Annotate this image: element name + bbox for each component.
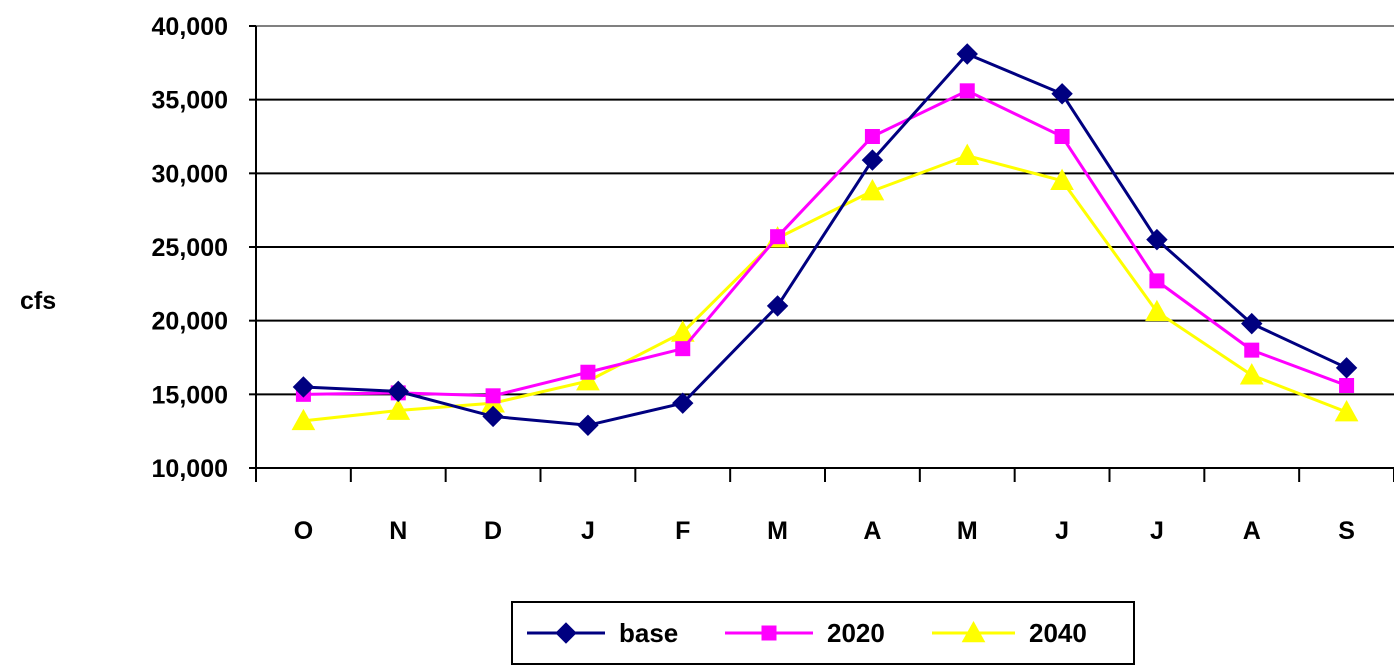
- data-point-base: [766, 295, 789, 317]
- y-tick-label: 40,000: [152, 13, 228, 41]
- series-line-2040: [303, 154, 1348, 423]
- data-point-base: [292, 376, 315, 398]
- series-line-base: [303, 52, 1348, 427]
- x-tick-label: O: [294, 517, 313, 545]
- data-point-2020: [864, 129, 880, 144]
- y-axis-title: cfs: [20, 287, 56, 315]
- x-tick-label: J: [581, 517, 595, 545]
- data-point-base: [861, 149, 884, 171]
- data-point-base: [482, 405, 504, 428]
- legend-box: [511, 601, 1135, 665]
- legend-marker: [555, 622, 577, 644]
- series-2020: [295, 83, 1355, 404]
- data-point-2040: [576, 369, 600, 391]
- legend-item-2040: 2040: [932, 618, 1087, 648]
- data-point-2040: [1050, 168, 1074, 190]
- y-tick-label: 20,000: [152, 308, 228, 336]
- x-tick-label: J: [1150, 517, 1164, 545]
- y-tick-label: 15,000: [152, 381, 228, 409]
- data-point-base: [1241, 312, 1263, 335]
- data-point-base: [1335, 357, 1358, 379]
- data-point-2040: [1239, 363, 1264, 385]
- data-point-2020: [1244, 342, 1260, 358]
- legend-marker: [761, 625, 777, 641]
- x-tick-label: F: [675, 517, 690, 545]
- series-group: [291, 43, 1359, 436]
- data-point-base: [387, 380, 409, 403]
- y-tick-label: 30,000: [152, 160, 228, 188]
- data-point-2020: [770, 229, 786, 245]
- x-tick-label: A: [863, 517, 881, 545]
- data-point-base: [672, 392, 694, 414]
- y-tick-label: 10,000: [152, 455, 228, 483]
- y-axis-tick-labels: 10,000 15,000 20,000 25,000 30,000 35,000 40,0…: [152, 13, 257, 483]
- y-tick-label: 35,000: [152, 87, 228, 115]
- data-point-2040: [860, 178, 885, 201]
- data-point-2020: [485, 388, 501, 404]
- x-tick-label: D: [484, 517, 502, 545]
- data-point-2040: [291, 408, 316, 431]
- data-point-2040: [1334, 399, 1359, 422]
- y-tick-label: 25,000: [152, 234, 228, 262]
- legend-item-base: base: [527, 618, 678, 648]
- series-line-2020: [303, 89, 1348, 398]
- data-point-2020: [1054, 129, 1070, 144]
- data-point-2020: [1149, 273, 1165, 289]
- data-point-base: [1146, 228, 1168, 251]
- data-point-2040: [955, 143, 980, 165]
- data-point-base: [1051, 83, 1073, 105]
- x-tick-label: M: [957, 517, 978, 545]
- x-tick-label: N: [389, 517, 407, 545]
- x-tick-label: S: [1338, 517, 1355, 545]
- data-point-2040: [1145, 299, 1169, 322]
- data-point-2020: [675, 341, 691, 357]
- legend-label: 2020: [827, 618, 885, 648]
- legend-label: 2040: [1029, 618, 1087, 648]
- series-base: [292, 43, 1358, 436]
- data-point-2040: [386, 398, 411, 420]
- legend-marker: [961, 620, 986, 643]
- gridlines: [256, 25, 1394, 396]
- legend: base 2020 2040: [511, 601, 1135, 665]
- data-point-2020: [580, 364, 596, 380]
- x-tick-label: M: [767, 517, 788, 545]
- data-point-base: [956, 43, 978, 65]
- legend-item-2020: 2020: [725, 618, 885, 648]
- data-point-base: [577, 414, 599, 436]
- data-point-2020: [959, 83, 975, 99]
- legend-label: base: [619, 618, 678, 648]
- x-tick-label: A: [1243, 517, 1261, 545]
- x-tick-label: J: [1055, 517, 1069, 545]
- data-point-2020: [1339, 377, 1355, 393]
